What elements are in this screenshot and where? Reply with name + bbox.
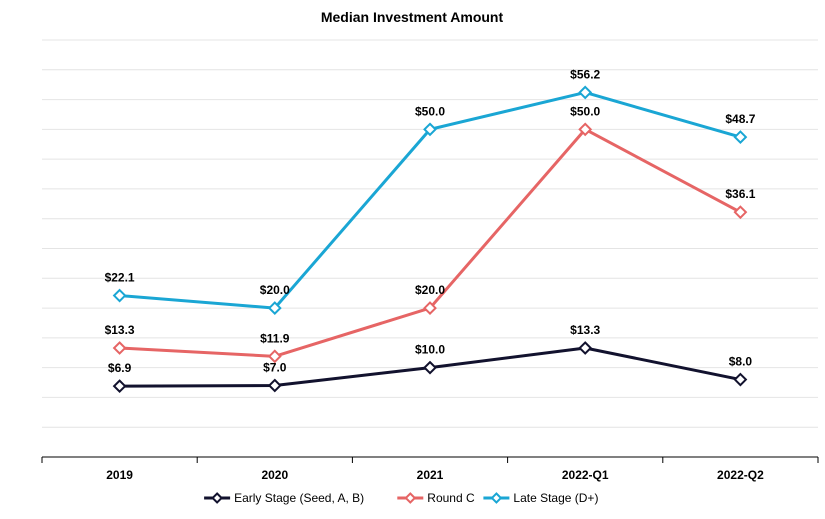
legend-item: Round C [397, 491, 475, 505]
data-point [578, 85, 593, 100]
data-point [112, 341, 127, 355]
x-tick-label: 2021 [417, 468, 444, 482]
data-point [423, 122, 437, 137]
data-label: $22.1 [105, 271, 135, 285]
data-point [267, 378, 282, 393]
data-point [267, 349, 282, 364]
x-tick-label: 2020 [261, 468, 288, 482]
x-tick-label: 2019 [106, 468, 133, 482]
x-tick-label: 2022-Q1 [562, 468, 609, 482]
data-label: $10.0 [415, 343, 445, 357]
series-2 [112, 122, 748, 364]
data-label: $13.3 [570, 323, 600, 337]
data-point [423, 360, 437, 375]
data-label: $8.0 [729, 355, 753, 369]
data-label: $48.7 [725, 112, 755, 126]
series-3 [112, 85, 748, 315]
data-label: $20.0 [260, 283, 290, 297]
series-1 [112, 341, 748, 394]
legend-label: Early Stage (Seed, A, B) [234, 491, 364, 505]
x-axis: 2019 2020 2021 2022-Q1 2022-Q2 [41, 456, 819, 482]
series-line [119, 127, 742, 358]
legend-item: Early Stage (Seed, A, B) [204, 491, 364, 505]
legend-swatch-marker [490, 492, 503, 504]
data-labels: $6.9 $7.0 $10.0 $13.3 $8.0 $13.3 $11.9 $20.0 $50… [105, 67, 756, 375]
data-point [733, 205, 748, 220]
data-label: $6.9 [108, 361, 132, 375]
legend-label: Late Stage (D+) [513, 491, 598, 505]
data-label: $50.0 [415, 104, 445, 118]
data-label: $11.9 [260, 331, 290, 345]
data-label: $13.3 [105, 323, 135, 337]
legend-item: Late Stage (D+) [483, 491, 598, 505]
legend-label: Round C [427, 491, 475, 505]
data-point [112, 288, 127, 303]
data-point [267, 301, 282, 315]
data-point [112, 379, 127, 394]
legend-swatch-marker [404, 492, 417, 504]
x-tick-label: 2022-Q2 [717, 468, 764, 482]
chart-title: Median Investment Amount [321, 9, 504, 25]
data-label: $20.0 [415, 283, 445, 297]
data-point [733, 372, 748, 387]
series-lines [112, 85, 748, 394]
legend-swatch-marker [211, 492, 224, 504]
data-point [578, 122, 593, 137]
data-point [733, 130, 748, 145]
data-point [578, 341, 593, 355]
data-label: $50.0 [570, 104, 600, 118]
data-label: $7.0 [263, 361, 287, 375]
data-point [423, 301, 437, 315]
legend: Early Stage (Seed, A, B) Round C Late Stag… [204, 491, 598, 505]
data-label: $56.2 [570, 67, 600, 81]
data-label: $36.1 [725, 187, 755, 201]
